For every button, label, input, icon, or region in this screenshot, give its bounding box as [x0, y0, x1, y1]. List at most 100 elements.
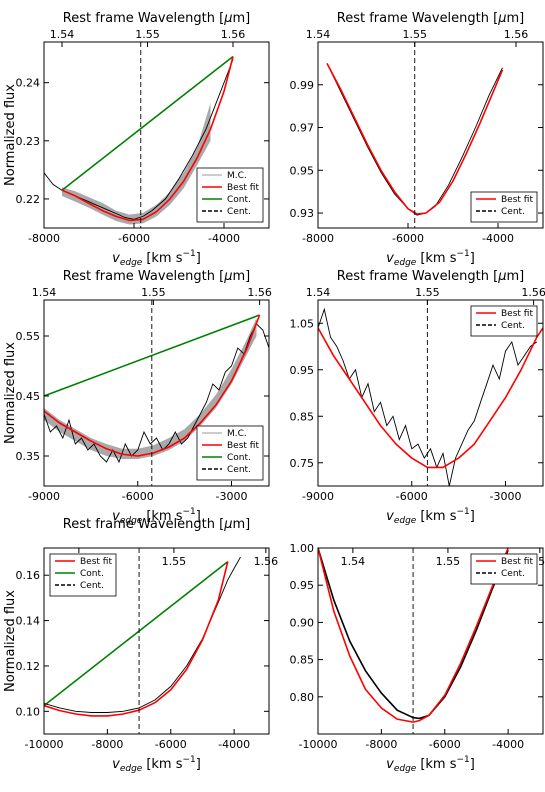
- top-tick-label: 1.55: [162, 555, 187, 568]
- x-axis-title-sub: edge: [394, 258, 417, 268]
- plot-area: [318, 548, 509, 734]
- x-axis-title-close: ]: [196, 757, 201, 772]
- x-axis-title-v: v: [386, 509, 394, 524]
- plot-area: [44, 300, 269, 486]
- best-fit-line: [318, 548, 509, 723]
- x-tick-label: -9000: [302, 490, 334, 503]
- plot-area: [44, 548, 241, 734]
- y-axis-title: Normalized flux: [3, 342, 18, 444]
- best-fit-line: [326, 63, 504, 215]
- top-axis-title-mu: μ: [223, 269, 232, 284]
- best-fit-line: [44, 314, 261, 457]
- observed-spectrum: [318, 548, 509, 720]
- legend-label: Cent.: [227, 207, 251, 217]
- axes-frame: [43, 547, 270, 735]
- x-tick-label: -6000: [392, 232, 424, 245]
- x-axis-title-exp: −1: [457, 507, 470, 517]
- legend-box: [470, 305, 538, 337]
- top-tick-label: 1.55: [436, 555, 461, 568]
- axes-frame: [317, 299, 544, 487]
- top-tick-label: 1.56: [504, 28, 529, 41]
- top-axis-title: Rest frame Wavelength [μm]: [337, 11, 524, 26]
- legend-label: Best fit: [80, 557, 112, 567]
- x-tick-label: -4000: [208, 232, 240, 245]
- top-axis-title-mu: μ: [223, 11, 232, 26]
- y-tick-label: 0.16: [16, 569, 41, 582]
- top-axis-title: Rest frame Wavelength [μm]: [337, 269, 524, 284]
- top-tick-label: 1.54: [50, 28, 75, 41]
- x-tick-label: -6000: [118, 232, 150, 245]
- x-axis-title-close: ]: [196, 509, 201, 524]
- top-tick-label: 1.56: [247, 286, 272, 299]
- y-tick-label: 0.55: [16, 330, 41, 343]
- y-axis-title: Normalized flux: [3, 590, 18, 692]
- x-tick-label: -8000: [302, 232, 334, 245]
- x-tick-label: -10000: [299, 738, 338, 751]
- chart-panel-3: -9000 -6000 -3000 0.35 0.45 0.55 1.54 1.55 1.56 R…: [3, 269, 272, 526]
- top-axis-title-mu: μ: [223, 517, 232, 532]
- legend-label: Cent.: [501, 569, 525, 579]
- legend-label: Best fit: [501, 309, 533, 319]
- chart-panel-2: -8000 -6000 -4000 0.93 0.95 0.97 0.99 1.54 1.55 1…: [290, 11, 544, 268]
- x-tick-label: -8000: [28, 232, 60, 245]
- x-tick-label: -6000: [429, 738, 461, 751]
- top-axis-title-text: Rest frame Wavelength [: [337, 269, 498, 284]
- legend: Best fit Cent.: [470, 305, 538, 337]
- x-axis-title: vedge [km s−1]: [386, 755, 475, 774]
- x-axis-title-close: ]: [470, 757, 475, 772]
- y-tick-label: 0.85: [290, 654, 315, 667]
- top-axis-title-text: Rest frame Wavelength [: [63, 11, 224, 26]
- legend-box: [196, 425, 264, 481]
- legend-label: M.C.: [227, 429, 247, 439]
- plot-area: [44, 42, 234, 228]
- plot-area: [318, 300, 543, 486]
- axes-frame: [43, 41, 270, 229]
- continuum-line: [44, 314, 260, 397]
- y-tick-label: 0.85: [290, 410, 315, 423]
- legend: Best fit Cent.: [470, 553, 538, 585]
- y-tick-label: 0.95: [290, 579, 315, 592]
- y-tick-label: 1.05: [290, 317, 315, 330]
- top-axis-title-text: Rest frame Wavelength [: [63, 269, 224, 284]
- best-fit-line: [61, 56, 234, 222]
- y-tick-label: 0.14: [16, 615, 41, 628]
- top-tick-label: 1.55: [403, 28, 428, 41]
- x-axis-title-exp: −1: [457, 755, 470, 765]
- observed-spectrum: [44, 323, 269, 464]
- top-axis-title-mu: μ: [497, 11, 506, 26]
- legend: Best fit Cent.: [470, 191, 538, 223]
- chart-panel-6: -10000 -8000 -6000 -4000 0.80 0.85 0.90 0.95 1.0…: [290, 542, 545, 774]
- x-tick-label: -6000: [155, 738, 187, 751]
- x-axis-title-sub: edge: [120, 764, 143, 774]
- x-axis-title-v: v: [386, 757, 394, 772]
- y-tick-label: 0.10: [16, 705, 41, 718]
- x-axis-title-sub: edge: [120, 258, 143, 268]
- x-axis-title-exp: −1: [183, 755, 196, 765]
- y-tick-label: 0.93: [290, 207, 315, 220]
- x-axis-title-unit: [km s: [146, 509, 182, 524]
- y-tick-label: 0.35: [16, 450, 41, 463]
- y-tick-label: 0.90: [290, 616, 315, 629]
- chart-panel-5: -10000 -8000 -6000 -4000 0.10 0.12 0.14 0.16 1.5…: [3, 517, 278, 774]
- top-tick-label: 1.56: [254, 555, 279, 568]
- top-axis-title: Rest frame Wavelength [μm]: [63, 269, 250, 284]
- legend-box: [470, 553, 538, 585]
- axes-frame: [317, 41, 544, 229]
- x-axis-title-close: ]: [470, 251, 475, 266]
- top-tick-label: 1.54: [32, 286, 57, 299]
- x-axis-title-v: v: [386, 251, 394, 266]
- top-axis-title-end: m]: [506, 11, 524, 26]
- top-axis-title-end: m]: [232, 269, 250, 284]
- top-tick-label: 1.56: [521, 286, 545, 299]
- legend-label: Best fit: [227, 183, 259, 193]
- top-axis-title-end: m]: [232, 517, 250, 532]
- top-axis-title-end: m]: [232, 11, 250, 26]
- x-tick-label: -8000: [365, 738, 397, 751]
- x-axis-title-sub: edge: [394, 764, 417, 774]
- y-tick-label: 1.00: [290, 542, 315, 555]
- x-tick-label: -4000: [492, 738, 524, 751]
- y-tick-label: 0.12: [16, 660, 41, 673]
- best-fit-line: [318, 327, 543, 469]
- legend: Best fit Cont. Cent.: [49, 553, 117, 597]
